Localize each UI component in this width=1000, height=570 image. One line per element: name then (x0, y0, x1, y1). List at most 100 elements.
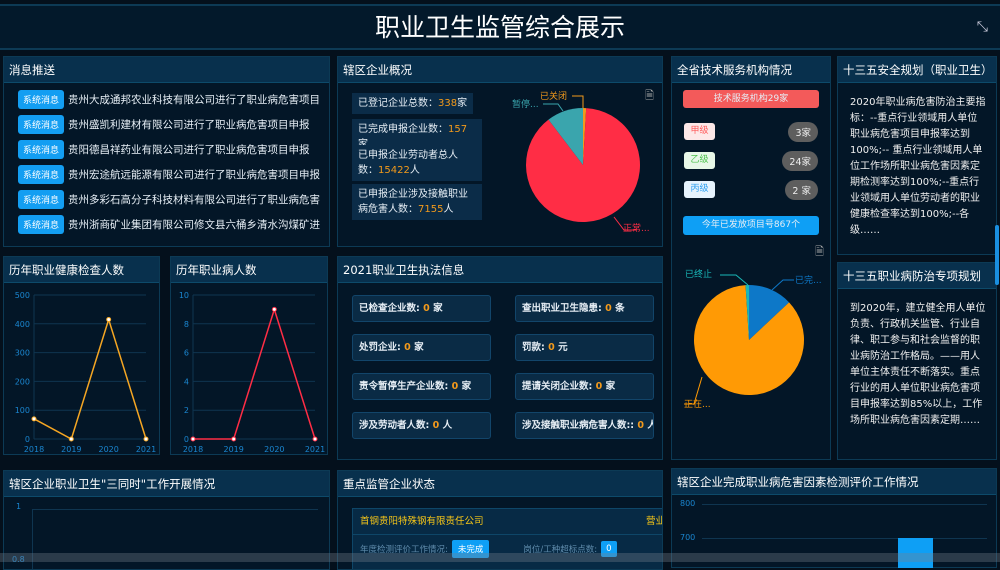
item-value: 0 (432, 420, 440, 431)
data-point[interactable] (143, 436, 149, 442)
item-label: 涉及接触职业病危害人数:: (522, 420, 635, 431)
three-simultaneous-panel: 辖区企业职业卫生"三同时"工作开展情况 1 0.8 (3, 470, 330, 570)
panel-title: 十三五安全规划（职业卫生） (838, 57, 996, 83)
pie-slice-正常[interactable] (526, 108, 640, 223)
health-check-panel: 历年职业健康检查人数 0 100 200 300 400 500 2018 2019 2020 2… (3, 256, 160, 455)
message-text: 贵州宏途航远能源有限公司进行了职业病危害项目申报 (68, 169, 320, 181)
x-tick-label: 2021 (136, 445, 156, 454)
enforcement-item: 已检查企业数: 0 家 (352, 295, 491, 322)
item-unit: 家 (461, 381, 472, 392)
pie-slice-暂停[interactable] (548, 108, 583, 165)
stat-label: 已申报企业涉及接触职业病危害人数： (358, 189, 468, 215)
company-status: 营业 (646, 516, 662, 527)
series-line (193, 306, 316, 440)
panel-title: 重点监管企业状态 (338, 471, 662, 497)
over-label: 岗位/工种超标点数: (523, 545, 598, 555)
y-tick-label: 4 (184, 377, 189, 386)
stat-item: 已登记企业总数：338家 (352, 93, 474, 114)
data-point[interactable] (312, 436, 318, 442)
data-point[interactable] (190, 436, 196, 442)
y-tick: 0.8 (12, 555, 25, 564)
message-text: 贵阳德昌祥药业有限公司进行了职业病危害项目申报 (68, 144, 310, 156)
grid-line (702, 504, 987, 505)
evaluation-panel: 辖区企业完成职业病危害因素检测评价工作情况 800 700 (671, 468, 997, 568)
label-line (543, 103, 564, 112)
messages-panel: 消息推送 系统消息 贵州大成通邦农业科技有限公司进行了职业病危害项目申报 系统消息贵… (3, 56, 330, 247)
stat-item: 已申报企业劳动者总人数：15422人 (352, 145, 482, 181)
horizontal-scrollbar[interactable] (0, 553, 1000, 562)
system-message-tag: 系统消息 (18, 115, 65, 134)
pie-label: 已关闭 (540, 90, 567, 102)
enterprise-card[interactable]: 首钢贵阳特殊钢有限责任公司 营业 年度检测评价工作情况: 未完成 岗位/工种超标… (352, 508, 662, 569)
disease-count-line-chart: 0 2 4 6 8 10 2018 2019 2020 2021 (179, 291, 325, 454)
stat-value: 15422 (378, 165, 410, 176)
page-title: 职业卫生监管综合展示 (374, 13, 625, 42)
series-line (33, 316, 147, 441)
message-item[interactable]: 系统消息 贵州盛凯利建材有限公司进行了职业病危害项目申报 (18, 115, 320, 134)
data-point[interactable] (106, 316, 112, 322)
y-tick: 700 (680, 533, 696, 542)
data-point[interactable] (31, 416, 37, 422)
enforcement-item: 查出职业卫生隐患: 0 条 (515, 295, 654, 322)
item-label: 涉及劳动者人数: (359, 420, 430, 431)
message-item[interactable]: 系统消息 贵州大成通邦农业科技有限公司进行了职业病危害项目申报 (18, 90, 320, 109)
document-icon[interactable]: 🗎 (645, 89, 654, 102)
y-axis (32, 509, 33, 569)
stat-unit: 家 (457, 98, 468, 109)
grid-line (32, 509, 318, 510)
pie-label: 已终止 (685, 268, 712, 280)
y-tick-label: 500 (15, 291, 30, 300)
x-tick-label: 2021 (305, 445, 325, 454)
agency-total-badge: 技术服务机构29家 (683, 90, 819, 108)
document-icon[interactable]: 🗎 (815, 245, 824, 258)
label-line (771, 279, 794, 291)
panel-title: 十三五职业病防治专项规划 (838, 263, 996, 289)
stat-unit: 家 (358, 139, 368, 150)
data-point[interactable] (271, 306, 277, 312)
pie-slice-正在[interactable] (694, 285, 804, 395)
plan-text: 到2020年，建立健全用人单位负责、行政机关监管、行业自律、职工参与和社会监督的… (850, 303, 986, 426)
pie-slice-已关闭[interactable] (583, 108, 587, 165)
message-item[interactable]: 系统消息 贵阳德昌祥药业有限公司进行了职业病危害项目申报 (18, 140, 320, 159)
panel-title: 消息推送 (4, 57, 329, 83)
label-line (684, 376, 703, 405)
pie-label: 正常... (623, 222, 650, 234)
message-item[interactable]: 系统消息贵州浙商矿业集团有限公司修文县六桶乡清水沟煤矿进行了职业病危害项目申报 (18, 215, 320, 234)
collapse-icon[interactable]: ⤡ (976, 19, 988, 35)
company-name: 首钢贵阳特殊钢有限责任公司 (360, 516, 484, 527)
message-item[interactable]: 系统消息 贵州宏途航远能源有限公司进行了职业病危害项目申报 (18, 165, 320, 184)
pie-label: 正在... (684, 398, 711, 410)
enforcement-item: 涉及接触职业病危害人数:: 0 人 (515, 412, 654, 439)
project-pie-chart: 已完... 正在... 已终止 (684, 268, 822, 410)
y-tick-label: 6 (184, 349, 189, 358)
level-badge: 甲级 (684, 123, 715, 140)
pie-slice-已完成[interactable] (749, 285, 790, 340)
data-point[interactable] (231, 436, 237, 442)
level-count: 3家 (788, 122, 818, 142)
pie-label: 暂停... (512, 98, 539, 110)
scrollbar[interactable] (995, 225, 999, 285)
system-message-tag: 系统消息 (18, 165, 65, 184)
stat-item: 已申报企业涉及接触职业病危害人数：7155人 (352, 184, 482, 220)
item-value: 0 (423, 303, 430, 314)
item-value: 0 (637, 420, 645, 431)
y-tick-label: 8 (184, 320, 189, 329)
item-value: 0 (595, 381, 603, 392)
stat-value: 7155 (418, 204, 444, 215)
item-label: 责令暂停生产企业数: (359, 381, 449, 392)
panel-title: 历年职业健康检查人数 (4, 257, 159, 283)
pie-slice-已终止[interactable] (745, 285, 749, 340)
item-unit: 家 (433, 303, 443, 314)
level-badge: 丙级 (684, 181, 715, 198)
message-text: 贵州浙商矿业集团有限公司修文县六桶乡清水沟煤矿进行了职业病危害项目申报 (68, 219, 320, 231)
level-badge: 乙级 (684, 152, 715, 169)
y-tick-label: 300 (15, 349, 30, 358)
data-point[interactable] (68, 436, 74, 442)
system-message-tag: 系统消息 (18, 190, 65, 209)
header: 职业卫生监管综合展示 ⤡ (0, 4, 1000, 50)
level-count: 2 家 (785, 180, 818, 200)
x-tick-label: 2020 (98, 445, 118, 454)
health-check-line-chart: 0 100 200 300 400 500 2018 2019 2020 2021 (15, 291, 156, 454)
message-item[interactable]: 系统消息贵州多彩石高分子科技材料有限公司进行了职业病危害项目申报 (18, 190, 320, 209)
